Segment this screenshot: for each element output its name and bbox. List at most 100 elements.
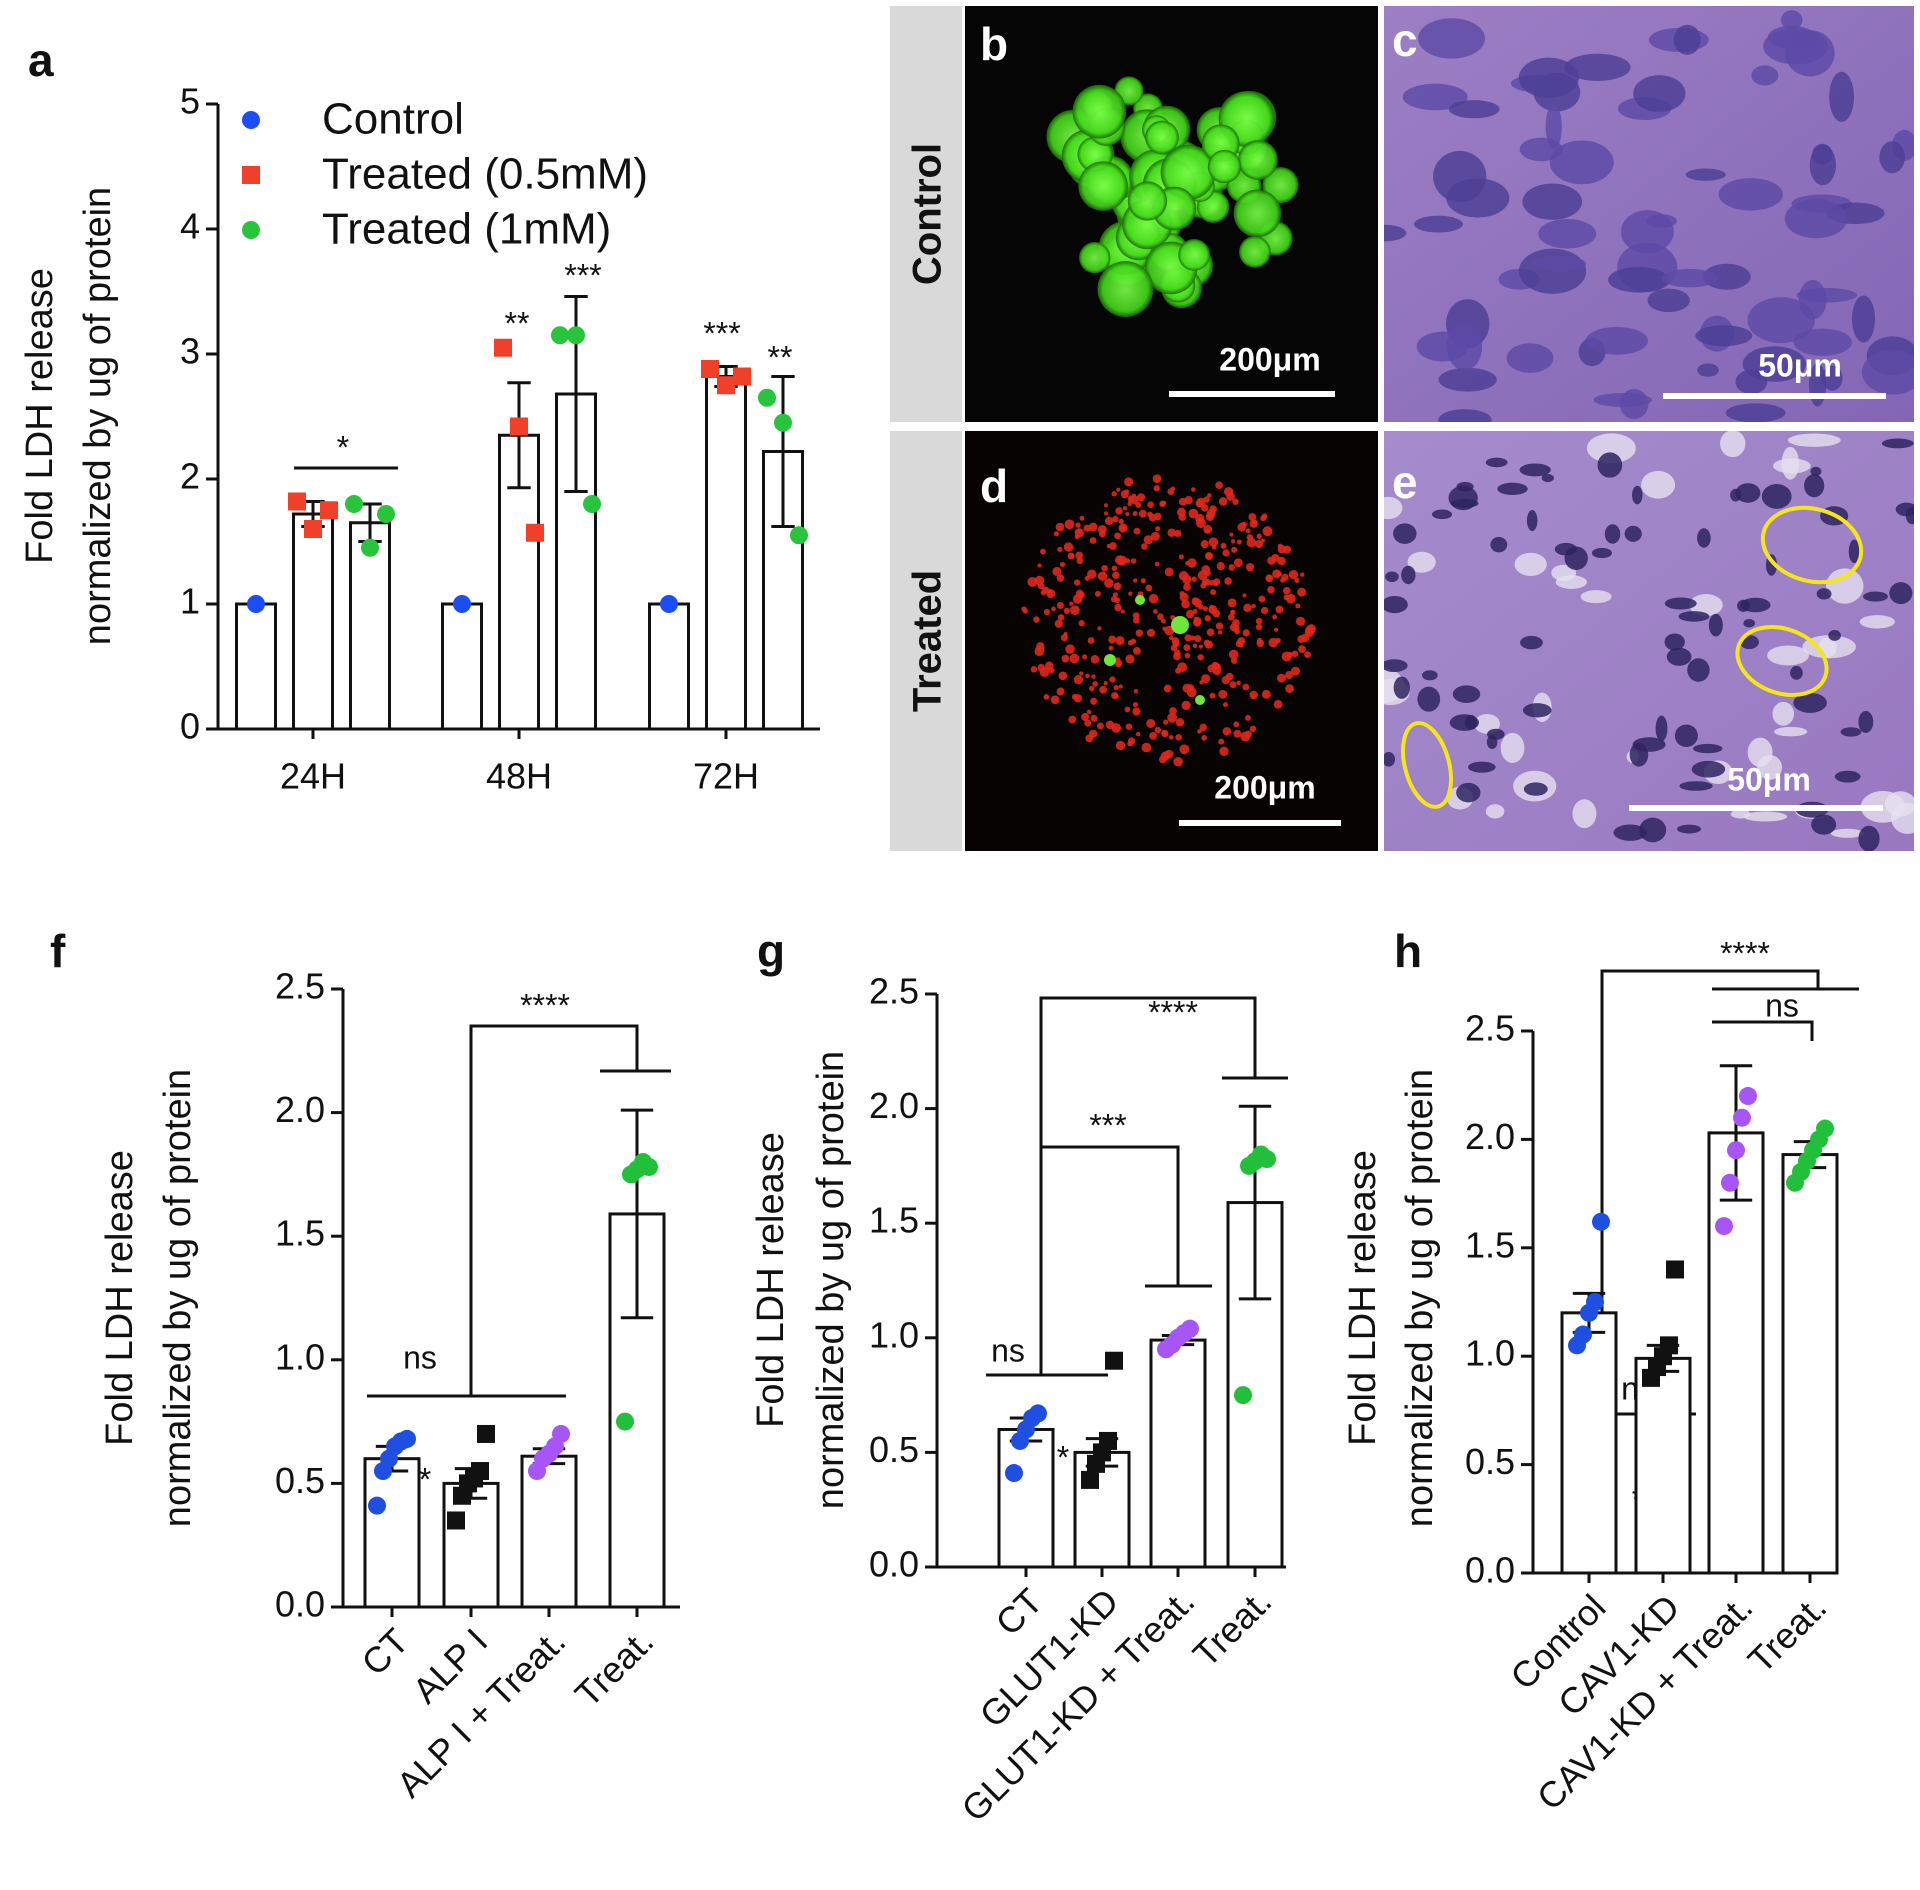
cell (1204, 615, 1211, 622)
cell (1209, 505, 1217, 513)
nucleus (1384, 596, 1408, 614)
cell (1160, 618, 1166, 624)
cell (1130, 558, 1137, 564)
cell (1073, 674, 1084, 685)
gap (1551, 564, 1577, 581)
x-tick-label: 72H (693, 756, 759, 797)
cell (1097, 525, 1107, 534)
nucleus (1679, 781, 1713, 791)
data-point (1816, 1119, 1834, 1138)
cell (1290, 666, 1301, 676)
cell (1079, 515, 1085, 521)
nucleus (1487, 728, 1505, 740)
cell (1164, 567, 1174, 577)
data-point (1181, 1319, 1199, 1338)
cell (1059, 561, 1066, 568)
cell (1135, 731, 1141, 737)
cell (1135, 595, 1145, 605)
gap (1747, 737, 1773, 767)
data-point (758, 388, 776, 407)
cell (1248, 513, 1257, 521)
gap (1407, 551, 1436, 573)
nucleus (1673, 24, 1701, 55)
bar (235, 602, 277, 731)
data-point (583, 495, 601, 513)
cell (1037, 663, 1045, 672)
cell (1198, 604, 1204, 610)
bar (1781, 1153, 1839, 1575)
cell (1229, 532, 1234, 537)
y-tick-label: 1.0 (275, 1336, 325, 1377)
nucleus (1422, 670, 1438, 681)
gap (1500, 732, 1525, 763)
cell (1089, 537, 1097, 544)
cell (1155, 526, 1161, 532)
data-point (552, 1424, 570, 1443)
nucleus (1564, 53, 1631, 82)
cell (1179, 744, 1190, 755)
scale-bar-label: 200μm (1219, 341, 1320, 377)
significance-label: **** (520, 987, 570, 1023)
cell (1291, 650, 1299, 658)
nucleus (1522, 703, 1552, 718)
cell (1090, 654, 1100, 664)
cell (1217, 630, 1223, 635)
bar (1707, 1131, 1765, 1575)
nucleus (1678, 611, 1710, 622)
nucleus (1793, 328, 1852, 356)
cell (1056, 601, 1064, 609)
data-point (1005, 1464, 1023, 1483)
nucleus (1549, 140, 1614, 185)
image-panels: Control Treated b c d e 200μm 50μm 200μm… (890, 6, 1914, 851)
nucleus (1402, 83, 1468, 111)
significance-label: **** (1148, 994, 1198, 1030)
cell (1275, 637, 1281, 644)
cell (1295, 603, 1301, 609)
cell (1174, 529, 1182, 538)
cell (1069, 601, 1074, 606)
cell (1163, 719, 1169, 725)
cell (1274, 627, 1279, 632)
nucleus (1687, 658, 1710, 682)
cell (1040, 548, 1046, 555)
cell (1084, 719, 1092, 727)
cell (1104, 516, 1114, 525)
cell (1233, 189, 1282, 238)
cell (1103, 503, 1108, 508)
cell (1197, 654, 1204, 661)
nucleus (1822, 365, 1843, 391)
gap (1720, 431, 1746, 458)
nucleus (1413, 215, 1463, 233)
cell (1255, 623, 1263, 631)
nucleus (1743, 618, 1755, 628)
nucleus (1448, 485, 1478, 511)
cell (1245, 715, 1251, 721)
legend-marker (242, 166, 260, 184)
cell (1069, 653, 1080, 664)
cell (1127, 501, 1132, 507)
data-point (1666, 1260, 1684, 1279)
data-point (1739, 1087, 1757, 1106)
cell (1120, 609, 1125, 614)
bar (349, 521, 391, 731)
data-point (368, 1496, 386, 1515)
cell (1185, 609, 1195, 619)
data-point (1721, 1173, 1739, 1192)
cell (1224, 577, 1232, 585)
gap (1772, 701, 1795, 726)
y-tick-label: 0.5 (1465, 1441, 1515, 1482)
nucleus (1793, 692, 1827, 713)
legend-label: Treated (1mM) (322, 205, 611, 254)
cell (1218, 497, 1228, 506)
cell (1101, 564, 1108, 572)
cell (1170, 486, 1176, 491)
nucleus (1858, 825, 1880, 851)
significance-bracket (1039, 996, 1257, 1375)
cell (1113, 693, 1119, 699)
cell (1125, 512, 1130, 517)
cell (1183, 644, 1191, 652)
nucleus (1674, 724, 1698, 748)
cell (1277, 673, 1286, 683)
image-texture (1021, 10, 1914, 851)
cell (1154, 726, 1162, 734)
